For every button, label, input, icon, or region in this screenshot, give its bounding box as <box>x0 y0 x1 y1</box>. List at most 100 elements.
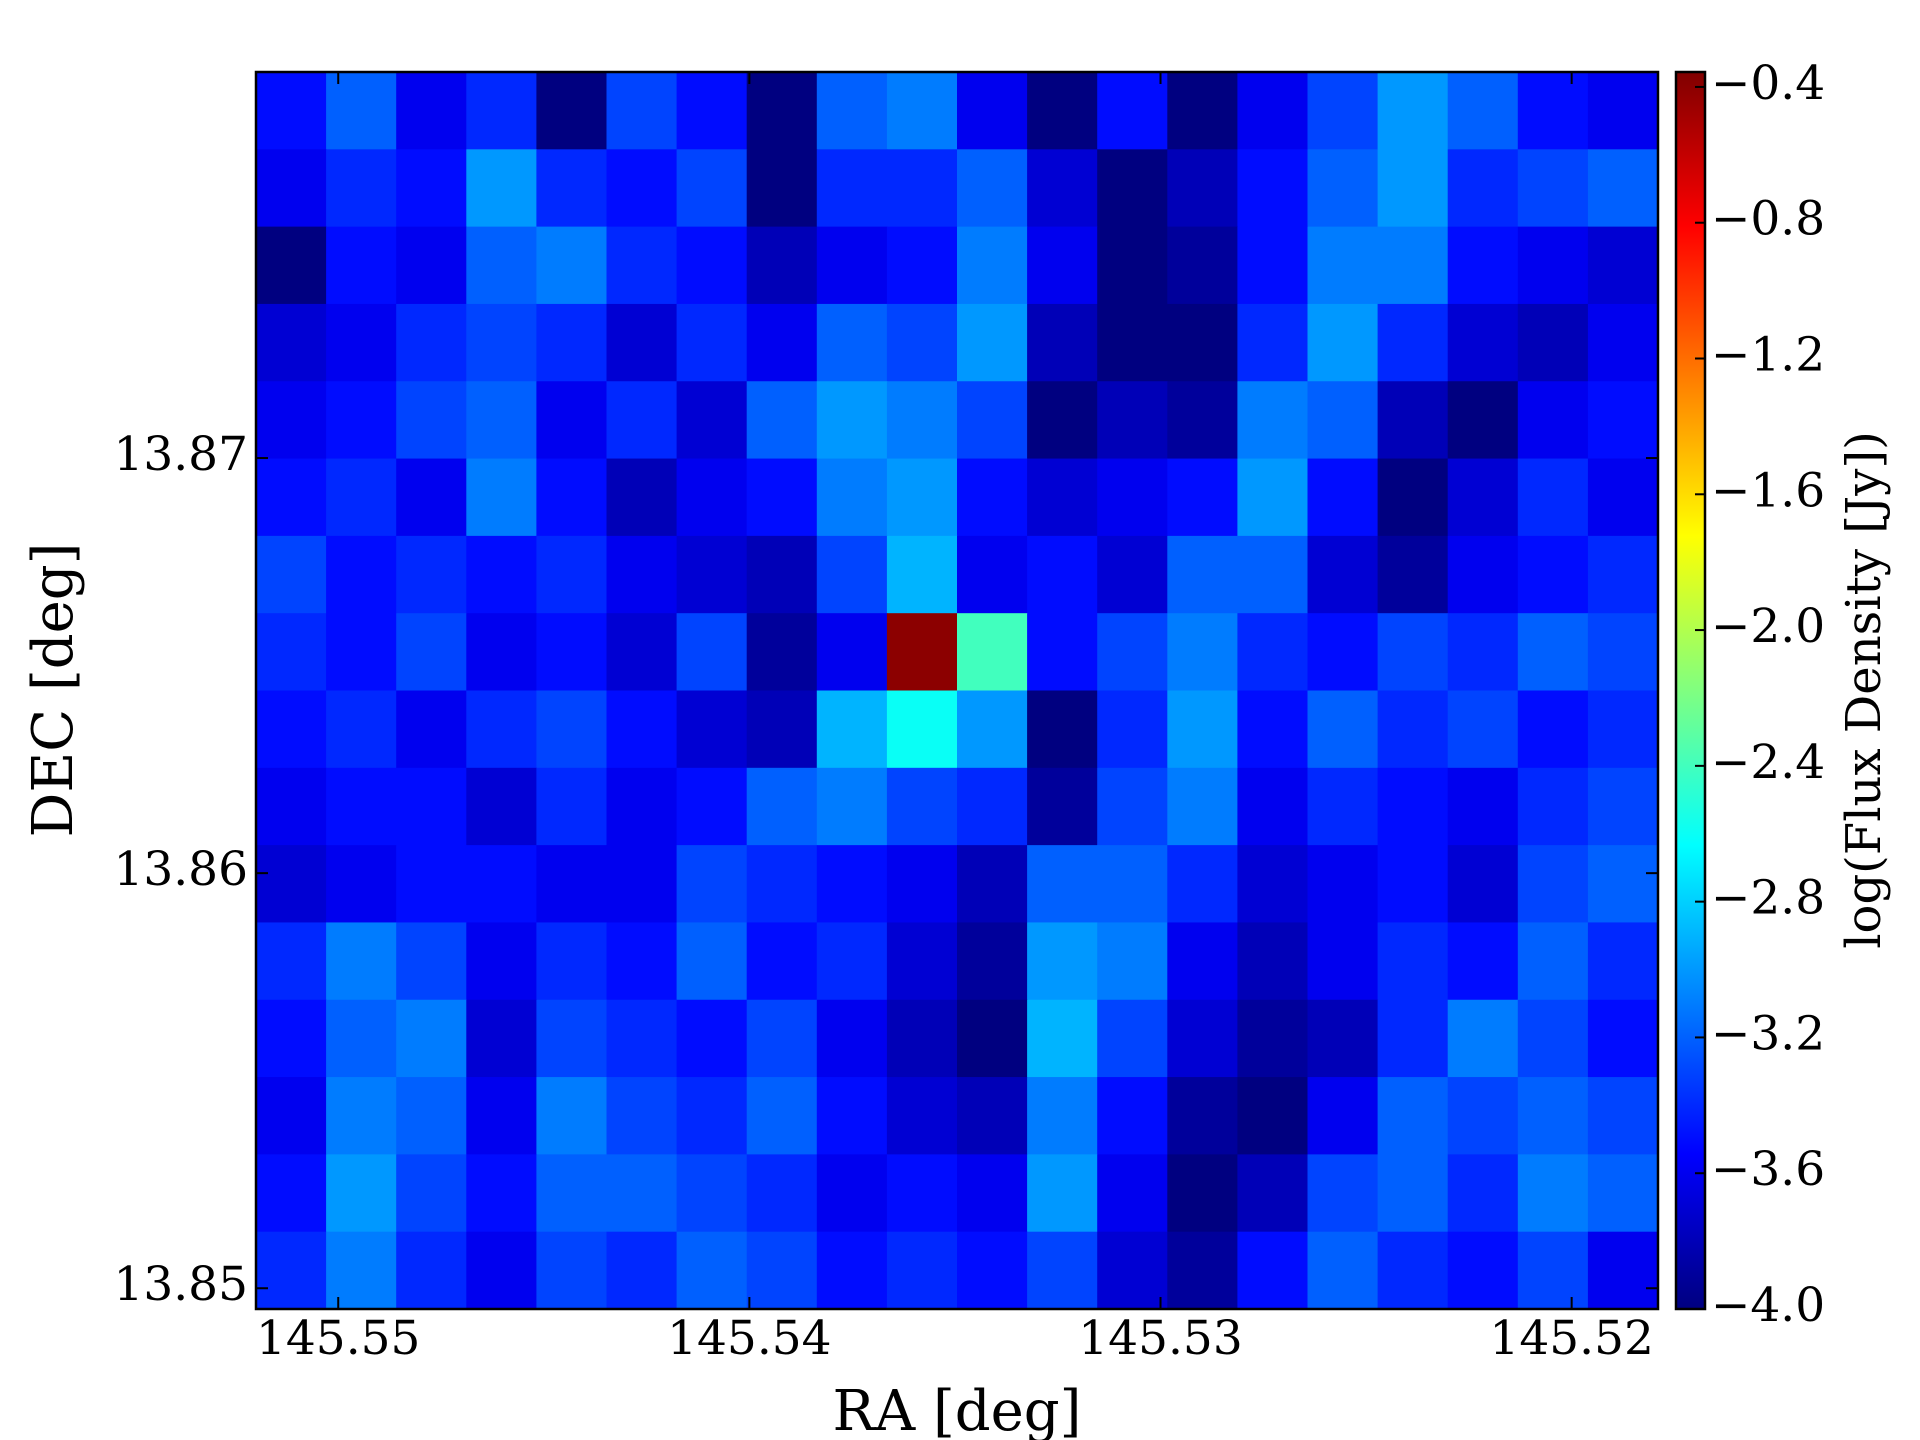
heatmap-cell <box>1167 303 1238 382</box>
heatmap-cell <box>466 535 537 614</box>
heatmap-cell <box>746 72 818 150</box>
heatmap-cell <box>816 1077 888 1155</box>
colorbar-tick-label: −0.8 <box>1711 192 1825 247</box>
heatmap-cell <box>1377 381 1449 460</box>
heatmap-cell <box>326 767 397 846</box>
heatmap-cell <box>1237 226 1309 305</box>
heatmap-cell <box>1167 1077 1238 1155</box>
heatmap-cell <box>1517 613 1589 692</box>
heatmap-cell <box>466 690 537 769</box>
heatmap-cell <box>1307 458 1379 537</box>
heatmap-cell <box>746 1231 818 1310</box>
heatmap-cell <box>1587 1231 1659 1310</box>
heatmap-cell <box>396 381 467 460</box>
heatmap-cell <box>256 458 327 537</box>
colorbar-tick-label: −2.8 <box>1711 871 1825 926</box>
heatmap-cell <box>1377 999 1449 1078</box>
heatmap-cell <box>1097 535 1168 614</box>
heatmap-cell <box>1167 1154 1238 1233</box>
heatmap-cell <box>1587 1077 1659 1155</box>
heatmap-cell <box>1307 149 1379 228</box>
heatmap-cell <box>1377 922 1449 1001</box>
heatmap-cell <box>1587 458 1659 537</box>
heatmap-cell <box>536 1077 608 1155</box>
heatmap-cell <box>326 845 397 924</box>
heatmap-cell <box>957 72 1028 150</box>
heatmap-cell <box>1587 149 1659 228</box>
heatmap-cell <box>466 226 537 305</box>
heatmap-cell <box>676 1077 748 1155</box>
heatmap-cell <box>816 535 888 614</box>
heatmap-cell <box>1447 226 1519 305</box>
heatmap-cell <box>326 72 397 150</box>
heatmap-cell <box>1377 1077 1449 1155</box>
heatmap-cell <box>676 613 748 692</box>
heatmap-cell <box>746 303 818 382</box>
heatmap-cell <box>816 303 888 382</box>
heatmap-cell <box>1167 226 1238 305</box>
heatmap-cell <box>466 72 537 150</box>
heatmap-cell <box>606 1231 678 1310</box>
heatmap-cell <box>1307 381 1379 460</box>
heatmap-cell <box>1307 767 1379 846</box>
heatmap-cell <box>886 613 958 692</box>
heatmap-cell <box>746 922 818 1001</box>
heatmap-cell <box>816 149 888 228</box>
heatmap-cell <box>1447 767 1519 846</box>
heatmap <box>256 72 1659 1310</box>
heatmap-cell <box>396 458 467 537</box>
heatmap-cell <box>1587 767 1659 846</box>
heatmap-cell <box>606 226 678 305</box>
heatmap-cell <box>1587 535 1659 614</box>
colorbar-tick-label: −2.4 <box>1711 735 1825 790</box>
heatmap-cell <box>676 690 748 769</box>
colorbar-tick-label: −3.2 <box>1711 1006 1825 1061</box>
heatmap-cell <box>326 1077 397 1155</box>
heatmap-cell <box>676 149 748 228</box>
heatmap-cell <box>1027 72 1098 150</box>
heatmap-cell <box>1307 303 1379 382</box>
heatmap-cell <box>1517 149 1589 228</box>
heatmap-cell <box>1517 1231 1589 1310</box>
heatmap-cell <box>1587 303 1659 382</box>
heatmap-cell <box>1097 458 1168 537</box>
heatmap-cell <box>676 303 748 382</box>
heatmap-cell <box>1167 72 1238 150</box>
heatmap-cell <box>536 999 608 1078</box>
heatmap-cell <box>1237 381 1309 460</box>
heatmap-cell <box>536 149 608 228</box>
heatmap-cell <box>1167 767 1238 846</box>
heatmap-cell <box>1167 845 1238 924</box>
heatmap-cell <box>746 999 818 1078</box>
heatmap-cell <box>1447 535 1519 614</box>
heatmap-cell <box>606 845 678 924</box>
heatmap-cell <box>816 381 888 460</box>
heatmap-cell <box>396 845 467 924</box>
heatmap-cell <box>1027 922 1098 1001</box>
heatmap-cell <box>816 922 888 1001</box>
heatmap-cell <box>396 1154 467 1233</box>
heatmap-cell <box>536 767 608 846</box>
heatmap-cell <box>256 381 327 460</box>
heatmap-cell <box>256 535 327 614</box>
heatmap-cell <box>256 613 327 692</box>
heatmap-cell <box>886 690 958 769</box>
heatmap-cell <box>1447 613 1519 692</box>
heatmap-cell <box>1307 535 1379 614</box>
heatmap-cell <box>256 845 327 924</box>
x-axis-label: RA [deg] <box>833 1379 1082 1440</box>
heatmap-cell <box>1237 690 1309 769</box>
heatmap-cell <box>606 458 678 537</box>
heatmap-cell <box>256 226 327 305</box>
heatmap-cell <box>536 303 608 382</box>
heatmap-cell <box>1097 226 1168 305</box>
heatmap-cell <box>886 767 958 846</box>
heatmap-cell <box>256 1154 327 1233</box>
heatmap-cell <box>676 226 748 305</box>
heatmap-cell <box>1307 72 1379 150</box>
heatmap-cell <box>1587 381 1659 460</box>
heatmap-cell <box>466 999 537 1078</box>
colorbar-tick-label: −2.0 <box>1711 599 1825 654</box>
heatmap-cell <box>886 72 958 150</box>
